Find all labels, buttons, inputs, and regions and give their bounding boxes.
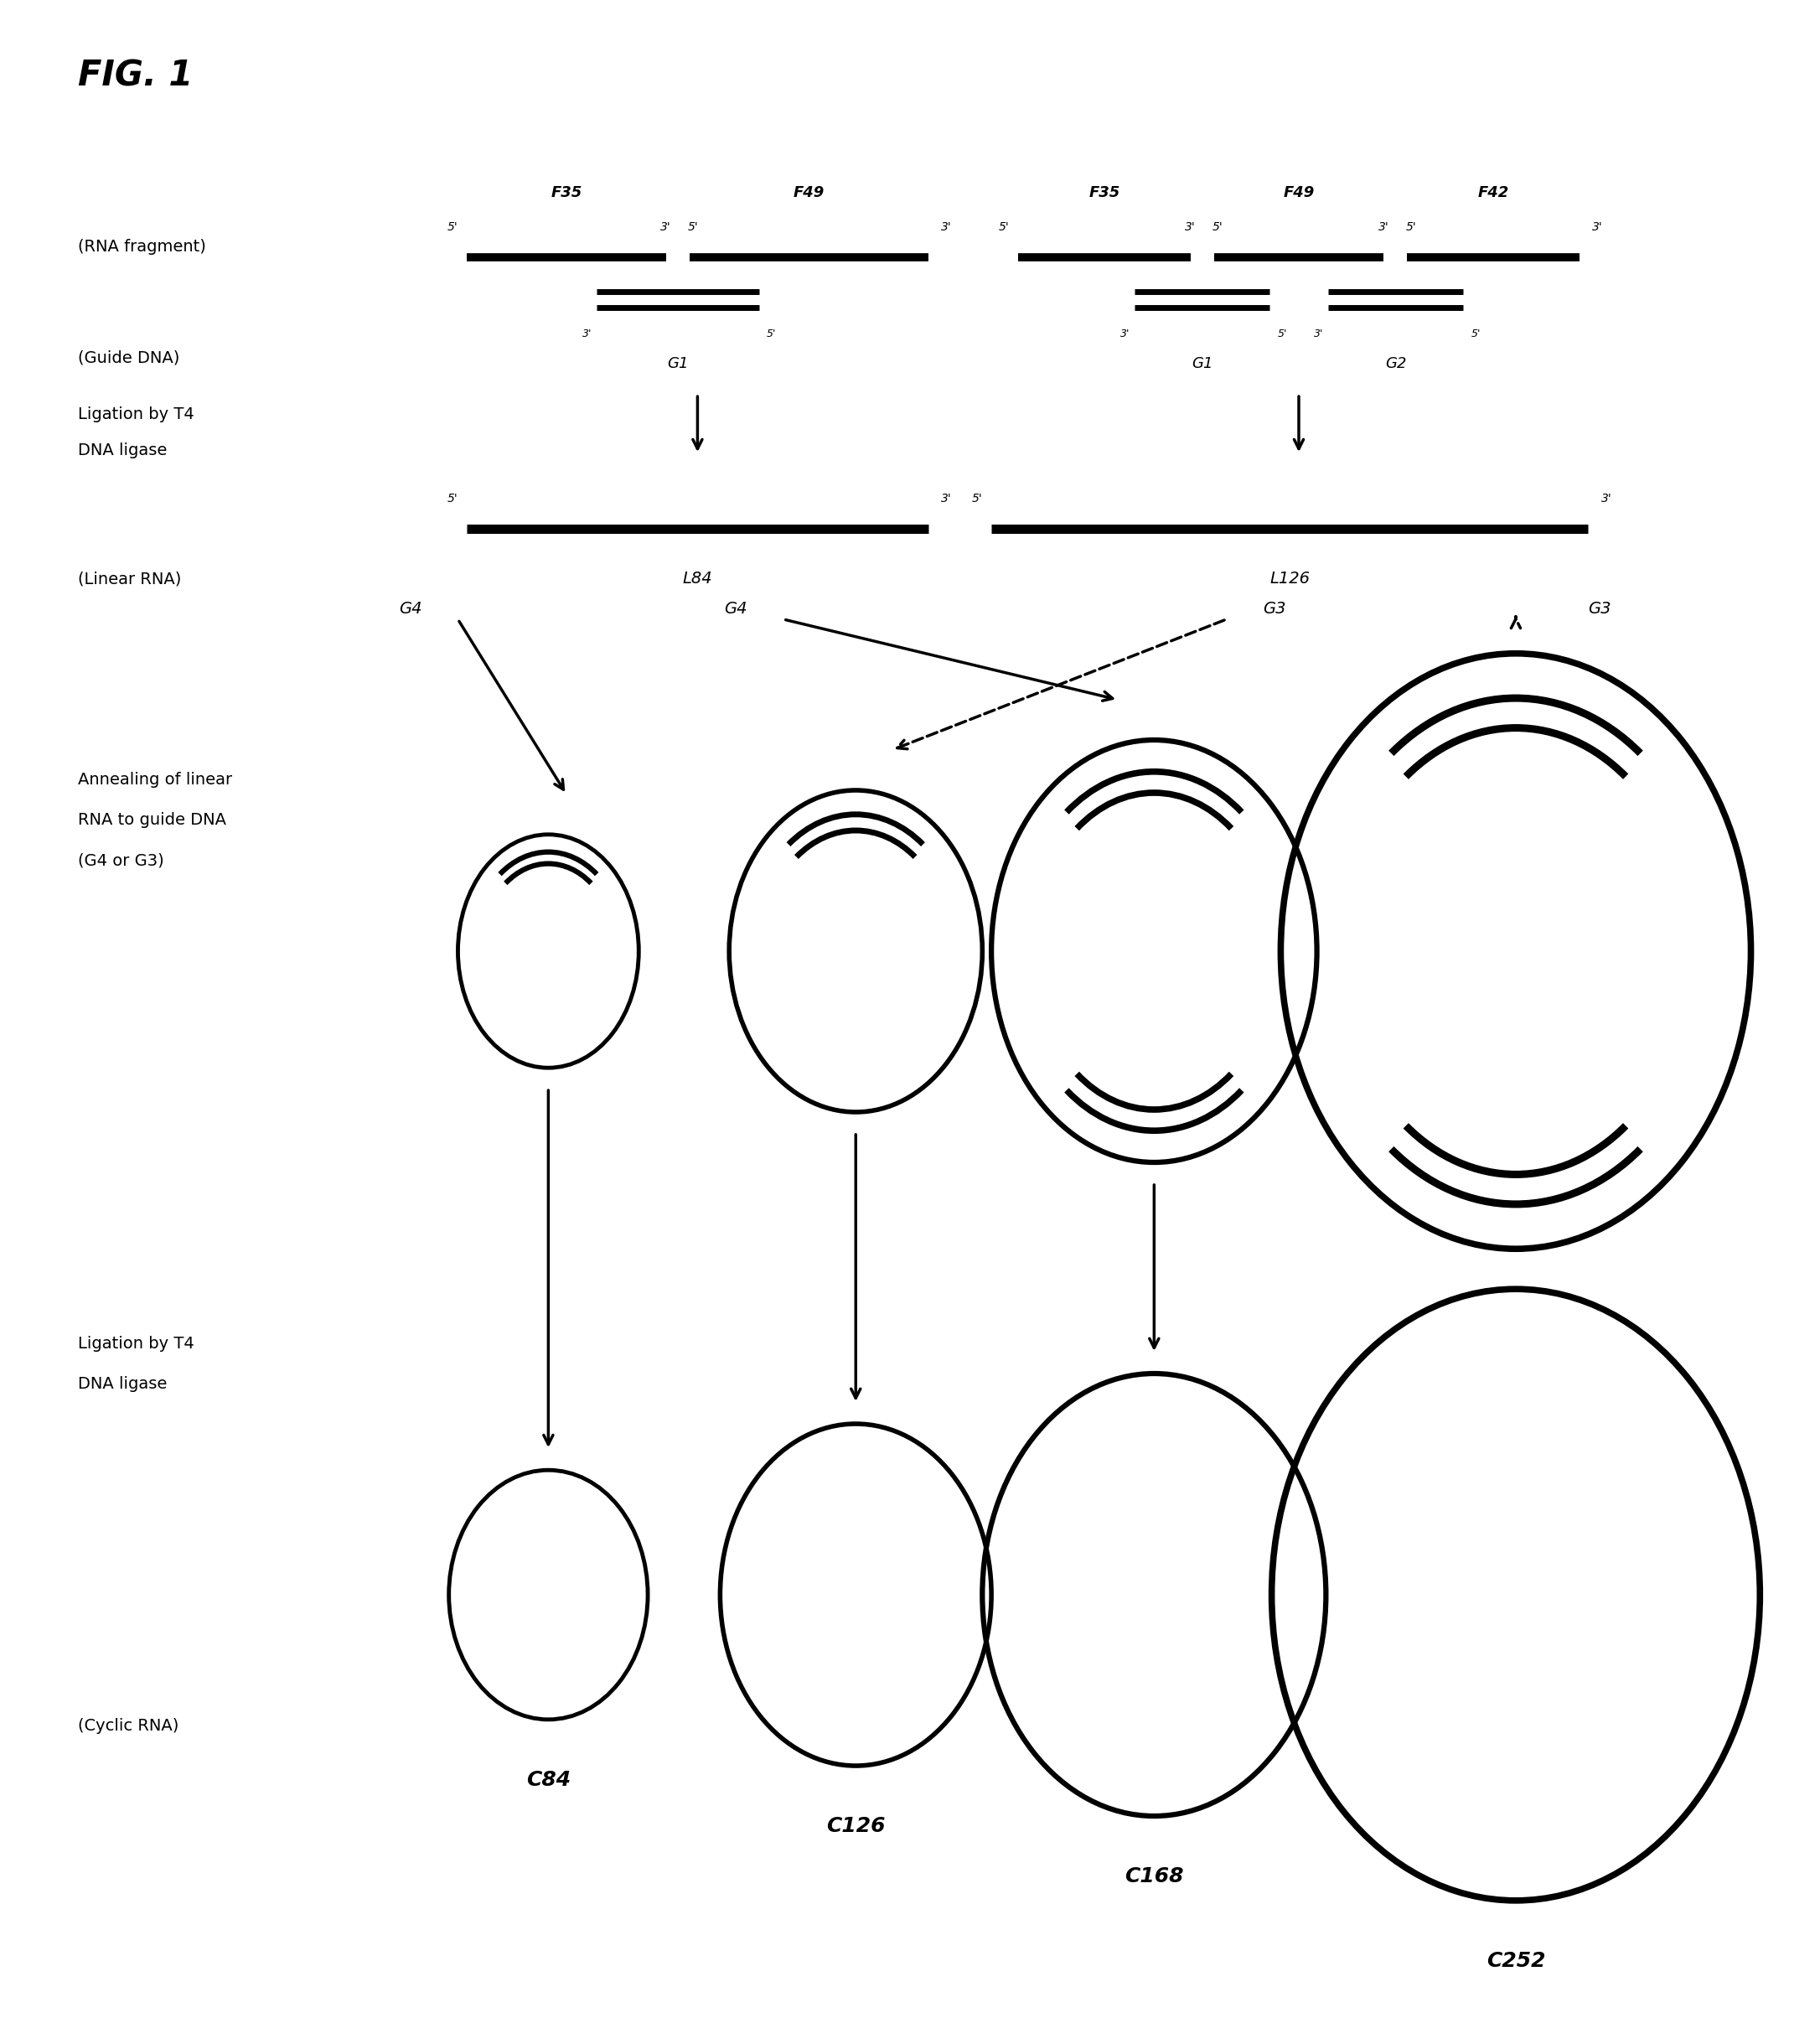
Text: 5': 5' [448,494,459,504]
Text: Annealing of linear: Annealing of linear [78,773,233,789]
Text: DNA ligase: DNA ligase [78,1376,167,1392]
Text: Ligation by T4: Ligation by T4 [78,407,195,423]
Text: 5': 5' [1278,328,1287,340]
Text: 3': 3' [941,221,952,233]
Text: 3': 3' [941,494,952,504]
Text: G3: G3 [1263,601,1285,617]
Text: F49: F49 [794,186,824,200]
Text: (Linear RNA): (Linear RNA) [78,570,182,587]
Text: (G4 or G3): (G4 or G3) [78,852,164,868]
Text: 5': 5' [1212,221,1223,233]
Text: C84: C84 [526,1770,571,1790]
Text: (Cyclic RNA): (Cyclic RNA) [78,1718,178,1734]
Text: C168: C168 [1125,1867,1183,1885]
Text: G4: G4 [399,601,422,617]
Text: G2: G2 [1385,356,1407,372]
Text: 5': 5' [766,328,777,340]
Text: 5': 5' [999,221,1010,233]
Text: L126: L126 [1270,570,1310,587]
Text: DNA ligase: DNA ligase [78,443,167,459]
Text: 3': 3' [1314,328,1323,340]
Text: Ligation by T4: Ligation by T4 [78,1335,195,1351]
Text: 3': 3' [661,221,672,233]
Text: G1: G1 [666,356,688,372]
Text: (Guide DNA): (Guide DNA) [78,350,180,366]
Text: F35: F35 [551,186,582,200]
Text: F42: F42 [1478,186,1509,200]
Text: FIG. 1: FIG. 1 [78,59,193,93]
Text: 3': 3' [582,328,592,340]
Text: 3': 3' [1602,494,1611,504]
Text: 5': 5' [448,221,459,233]
Text: F35: F35 [1088,186,1119,200]
Text: C252: C252 [1487,1950,1545,1970]
Text: 5': 5' [1405,221,1416,233]
Text: F49: F49 [1283,186,1314,200]
Text: L84: L84 [682,570,712,587]
Text: G4: G4 [724,601,748,617]
Text: 3': 3' [1378,221,1389,233]
Text: (RNA fragment): (RNA fragment) [78,239,206,255]
Text: 5': 5' [688,221,699,233]
Text: C126: C126 [826,1817,885,1837]
Text: 3': 3' [1185,221,1196,233]
Text: 5': 5' [1471,328,1481,340]
Text: 5': 5' [972,494,983,504]
Text: 3': 3' [1592,221,1603,233]
Text: G1: G1 [1192,356,1212,372]
Text: G3: G3 [1589,601,1611,617]
Text: RNA to guide DNA: RNA to guide DNA [78,813,226,827]
Text: 3': 3' [1121,328,1130,340]
